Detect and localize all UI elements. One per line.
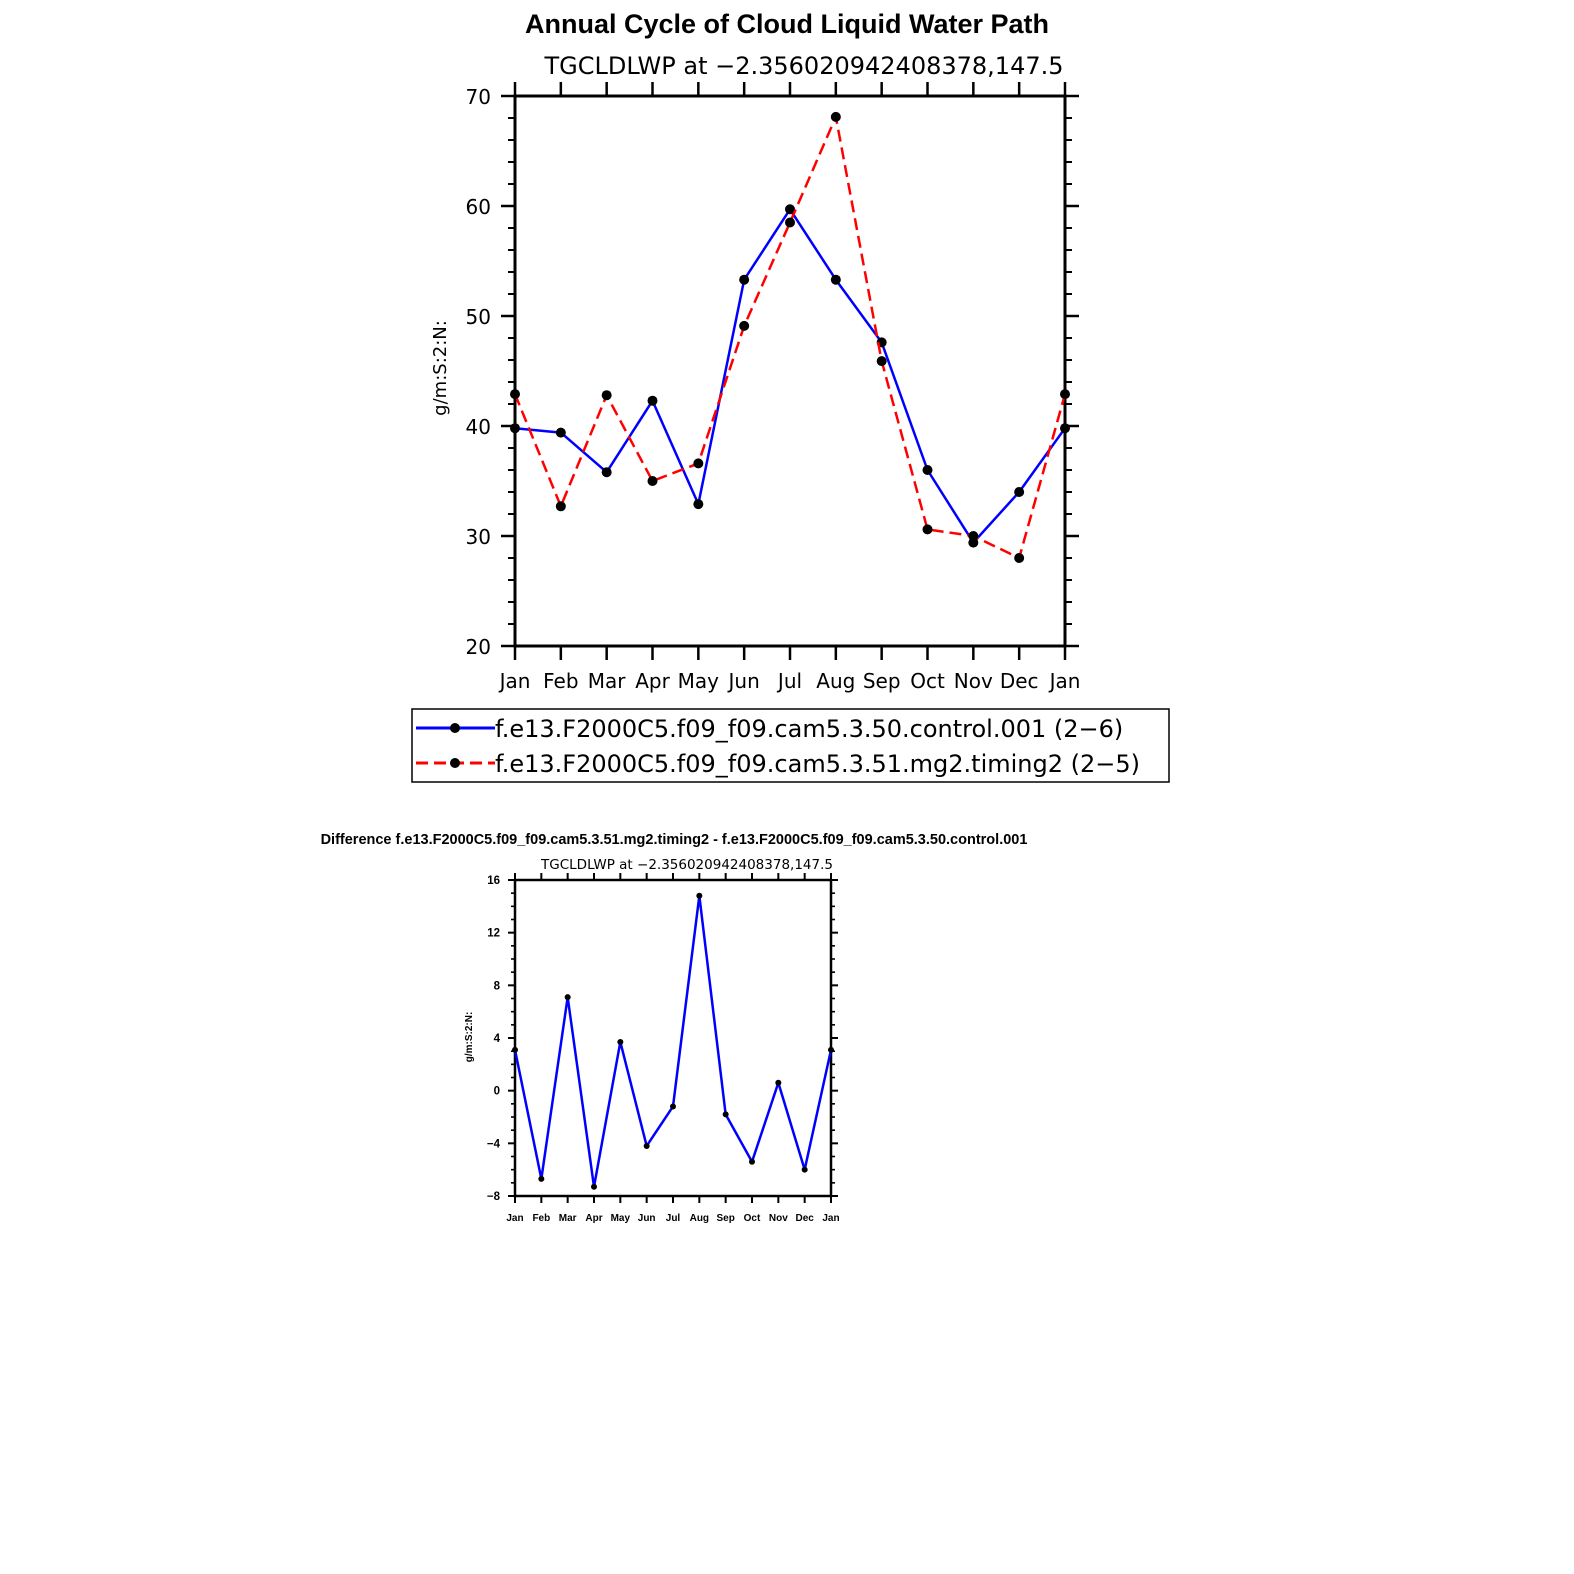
- x-tick-label: Dec: [795, 1213, 814, 1224]
- data-point: [1014, 487, 1025, 497]
- y-axis-label: g/m:S:2:N:: [430, 320, 451, 416]
- x-tick-label: Jun: [727, 669, 760, 693]
- chart-subtitle: TGCLDLWP at −2.356020942408378,147.5: [544, 52, 1064, 80]
- x-tick-label: May: [678, 669, 720, 693]
- series-line-1: [513, 115, 1067, 560]
- data-point: [510, 389, 520, 400]
- y-tick-label: 4: [494, 1033, 501, 1045]
- data-point: [670, 1103, 676, 1110]
- legend-marker-control: [450, 723, 460, 733]
- plot-frame: [513, 94, 1067, 648]
- data-point: [643, 1142, 650, 1149]
- legend-label-control: f.e13.F2000C5.f09_f09.cam5.3.50.control.…: [495, 715, 1123, 743]
- x-tick-label: Jun: [638, 1213, 656, 1224]
- data-point: [1014, 553, 1025, 563]
- chart-title: Annual Cycle of Cloud Liquid Water Path: [525, 9, 1049, 39]
- data-point: [922, 524, 933, 535]
- x-tick-label: Apr: [635, 669, 670, 693]
- data-point: [775, 1079, 782, 1086]
- legend-label-mg2: f.e13.F2000C5.f09_f09.cam5.3.51.mg2.timi…: [495, 750, 1140, 778]
- data-point: [785, 204, 795, 215]
- data-point: [922, 465, 933, 475]
- data-point: [564, 994, 571, 1001]
- x-tick-label: Sep: [716, 1213, 734, 1224]
- diff-plot-area: −8 −4 0 4 8 12 16 Jan Feb Mar Apr May Jun Jul Aug Sep Oc…: [487, 873, 840, 1224]
- x-tick-label: Jan: [498, 669, 531, 693]
- x-tick-label: Apr: [585, 1213, 602, 1224]
- data-point: [591, 1183, 597, 1190]
- x-tick-label: Jan: [822, 1213, 839, 1224]
- data-point: [601, 390, 612, 401]
- y-tick-label: −4: [487, 1138, 501, 1150]
- x-tick-label: Sep: [863, 669, 901, 693]
- y-tick-label: 70: [466, 85, 491, 109]
- x-tick-label: May: [611, 1213, 631, 1224]
- data-point: [510, 423, 520, 434]
- legend-box: [411, 708, 1170, 783]
- diff-y-axis-label: g/m:S:2:N:: [464, 1012, 475, 1063]
- data-point: [601, 467, 612, 478]
- diff-chart-subtitle: TGCLDLWP at −2.356020942408378,147.5: [540, 857, 833, 873]
- x-tick-label: Feb: [543, 669, 578, 693]
- y-tick-label: −8: [487, 1191, 501, 1203]
- x-tick-label: Oct: [744, 1213, 761, 1224]
- x-tick-label: Feb: [532, 1213, 550, 1224]
- y-tick-label: 40: [466, 415, 491, 439]
- data-point: [555, 501, 566, 512]
- data-point: [968, 531, 979, 541]
- data-point: [722, 1111, 729, 1118]
- x-tick-label: Oct: [910, 669, 945, 693]
- series-line-0: [514, 208, 1067, 544]
- data-point: [647, 395, 658, 406]
- data-point: [617, 1038, 624, 1045]
- data-point: [739, 274, 750, 285]
- data-point: [693, 499, 704, 510]
- x-tick-label: Nov: [954, 669, 993, 693]
- data-point: [749, 1158, 755, 1165]
- data-point: [1060, 423, 1070, 434]
- data-point: [876, 356, 887, 367]
- y-tick-label: 50: [466, 305, 491, 329]
- y-tick-label: 16: [487, 875, 500, 887]
- data-point: [538, 1175, 545, 1182]
- y-tick-label: 8: [494, 980, 501, 992]
- y-tick-label: 20: [466, 635, 491, 659]
- y-tick-label: 30: [466, 525, 491, 549]
- series-line-0: [513, 894, 833, 1189]
- x-tick-label: Aug: [690, 1213, 709, 1224]
- data-point: [801, 1166, 808, 1173]
- y-tick-label: 0: [494, 1086, 500, 1098]
- data-point: [830, 111, 841, 122]
- data-point: [693, 458, 704, 469]
- data-point: [739, 320, 750, 331]
- data-point: [647, 476, 658, 486]
- x-tick-label: Jan: [1048, 669, 1081, 693]
- x-tick-label: Nov: [769, 1213, 788, 1224]
- x-tick-label: Jul: [666, 1213, 681, 1224]
- top-plot-area: 20 30 40 50 60 70 Jan Feb Mar Apr May Jun Jul Aug Sep O…: [466, 82, 1081, 693]
- data-point: [830, 274, 841, 285]
- data-point: [696, 892, 703, 899]
- data-point: [555, 427, 566, 438]
- y-tick-label: 12: [487, 928, 500, 940]
- data-point: [1060, 389, 1070, 400]
- diff-chart-title: Difference f.e13.F2000C5.f09_f09.cam5.3.…: [321, 832, 1028, 848]
- data-point: [512, 1046, 518, 1053]
- x-tick-label: Mar: [559, 1213, 577, 1224]
- x-tick-label: Dec: [1000, 669, 1039, 693]
- legend-marker-mg2: [450, 758, 460, 768]
- x-tick-label: Jan: [506, 1213, 523, 1224]
- y-tick-label: 60: [466, 195, 491, 219]
- data-point: [828, 1046, 834, 1053]
- data-point: [785, 217, 795, 228]
- x-tick-label: Jul: [776, 669, 802, 693]
- legend: f.e13.F2000C5.f09_f09.cam5.3.50.control.…: [411, 708, 1170, 783]
- x-tick-label: Aug: [816, 669, 855, 693]
- x-tick-label: Mar: [588, 669, 627, 693]
